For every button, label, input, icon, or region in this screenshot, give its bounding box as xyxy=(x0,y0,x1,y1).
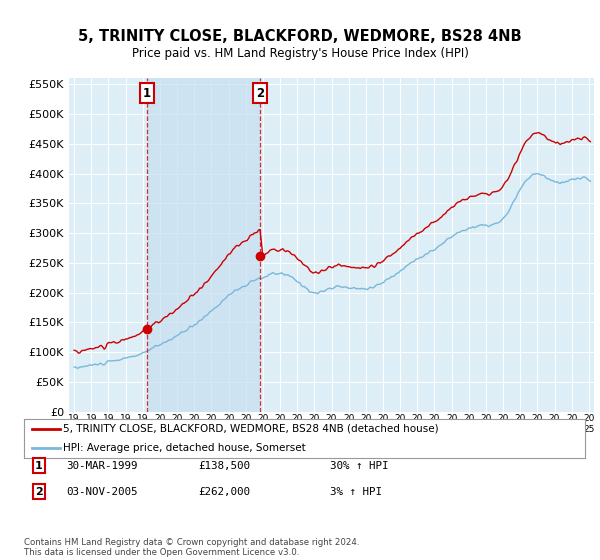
Text: 30% ↑ HPI: 30% ↑ HPI xyxy=(330,461,389,471)
Text: 03-NOV-2005: 03-NOV-2005 xyxy=(66,487,137,497)
Text: 5, TRINITY CLOSE, BLACKFORD, WEDMORE, BS28 4NB: 5, TRINITY CLOSE, BLACKFORD, WEDMORE, BS… xyxy=(78,29,522,44)
Text: 2: 2 xyxy=(35,487,43,497)
Text: 30-MAR-1999: 30-MAR-1999 xyxy=(66,461,137,471)
Text: £138,500: £138,500 xyxy=(198,461,250,471)
Text: 3% ↑ HPI: 3% ↑ HPI xyxy=(330,487,382,497)
Text: 2: 2 xyxy=(256,87,264,100)
Text: £262,000: £262,000 xyxy=(198,487,250,497)
Text: Contains HM Land Registry data © Crown copyright and database right 2024.
This d: Contains HM Land Registry data © Crown c… xyxy=(24,538,359,557)
Text: 1: 1 xyxy=(143,87,151,100)
Text: HPI: Average price, detached house, Somerset: HPI: Average price, detached house, Some… xyxy=(63,443,306,453)
Text: 1: 1 xyxy=(35,461,43,471)
Text: Price paid vs. HM Land Registry's House Price Index (HPI): Price paid vs. HM Land Registry's House … xyxy=(131,47,469,60)
Text: 5, TRINITY CLOSE, BLACKFORD, WEDMORE, BS28 4NB (detached house): 5, TRINITY CLOSE, BLACKFORD, WEDMORE, BS… xyxy=(63,424,439,434)
